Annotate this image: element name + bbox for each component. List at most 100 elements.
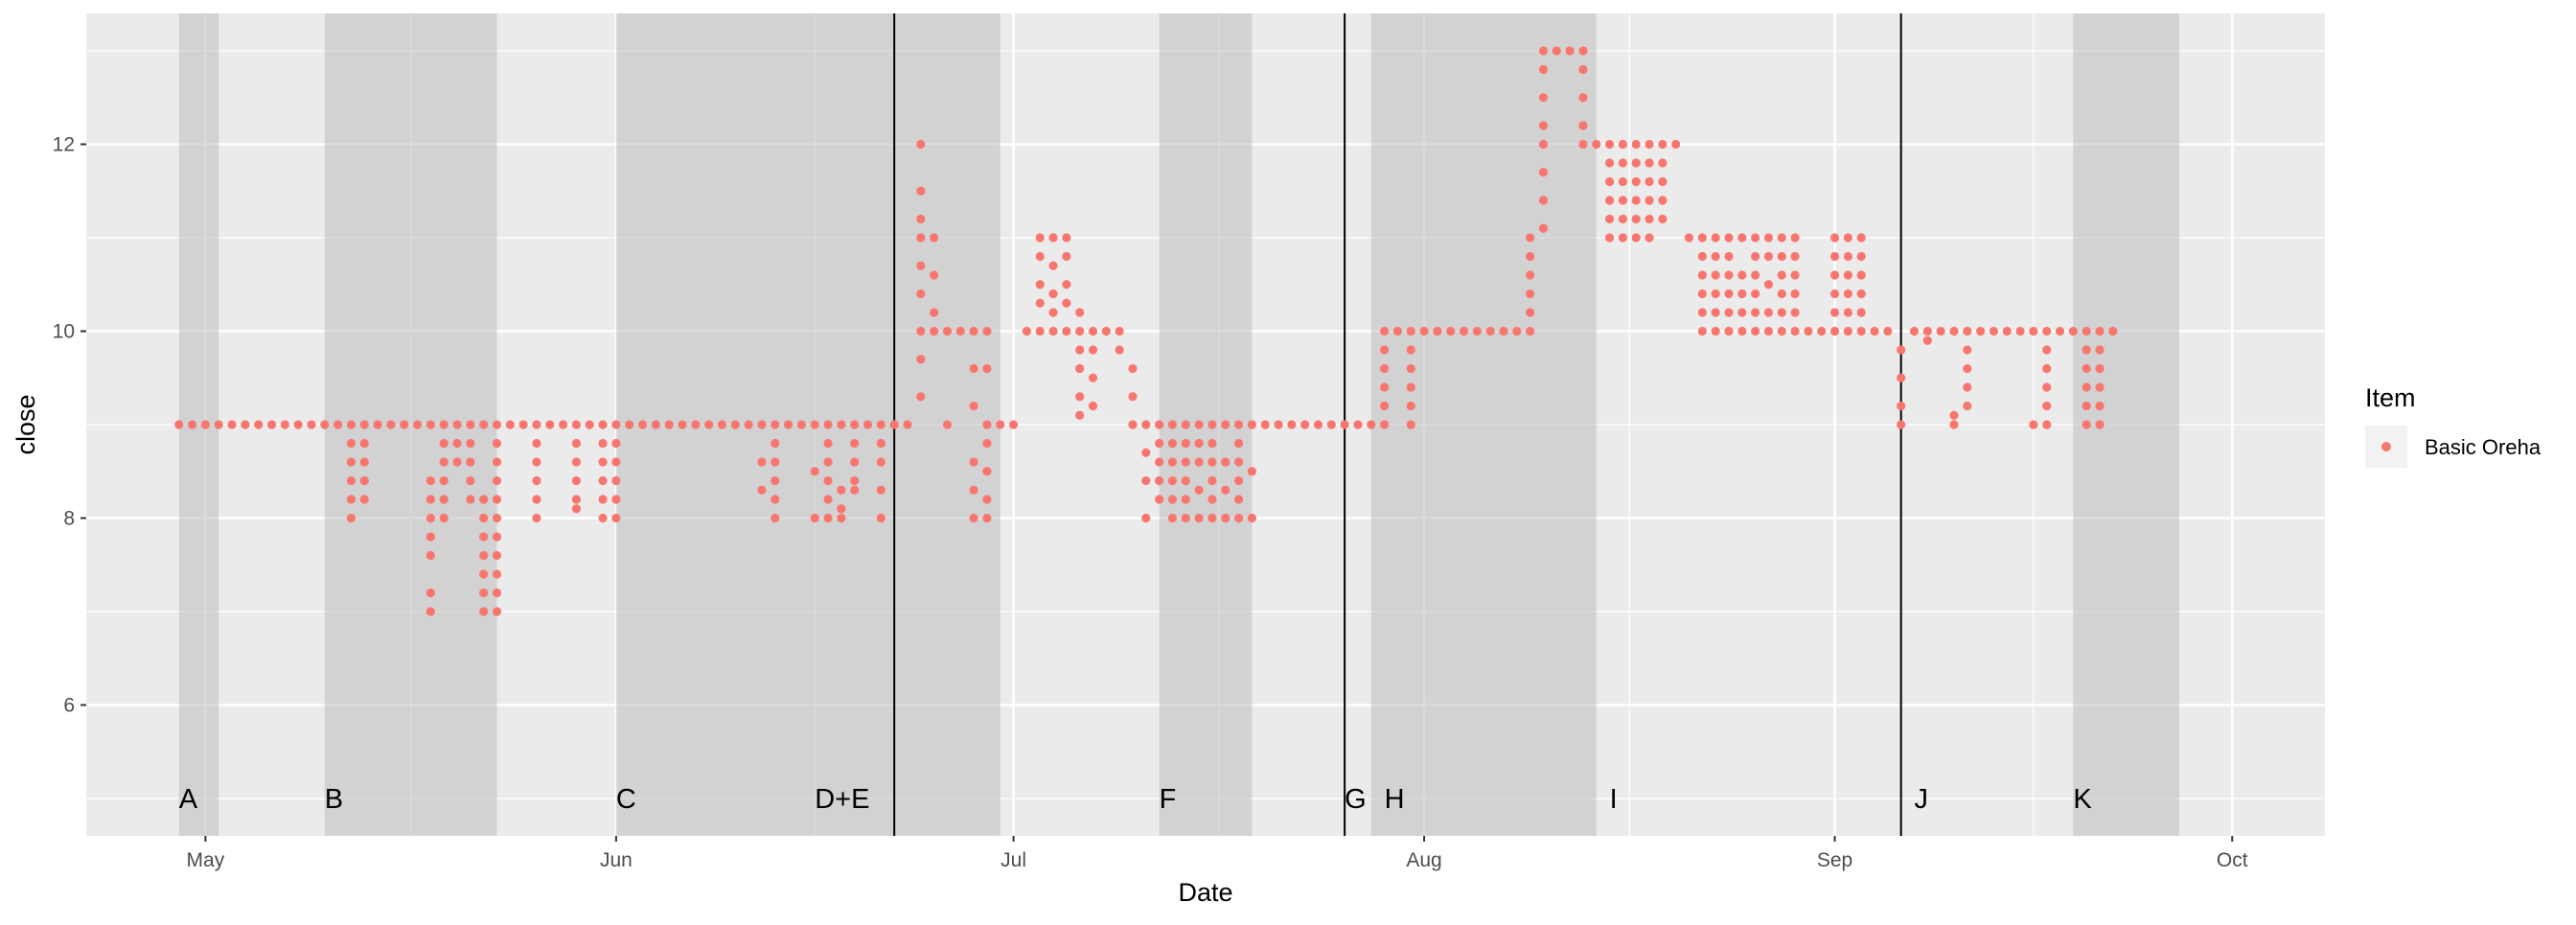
data-point — [571, 457, 582, 467]
data-point — [1526, 251, 1535, 262]
data-point — [1247, 513, 1256, 523]
data-point — [1526, 233, 1535, 243]
annotation-label: F — [1160, 784, 1177, 815]
data-point — [942, 420, 953, 429]
data-point — [1075, 345, 1085, 355]
data-point — [479, 532, 489, 542]
data-point — [1406, 363, 1415, 374]
data-point — [1949, 410, 1959, 420]
data-point — [770, 438, 780, 449]
data-point — [1208, 495, 1217, 504]
data-point — [1208, 438, 1217, 449]
data-point — [386, 420, 396, 429]
data-point — [1221, 457, 1230, 467]
data-point — [1115, 345, 1124, 355]
data-point — [1711, 251, 1720, 262]
annotation-label: A — [179, 784, 198, 815]
data-point — [2082, 326, 2091, 336]
data-point — [585, 420, 594, 429]
data-point — [452, 420, 462, 429]
shaded-period — [178, 13, 219, 836]
data-point — [1035, 233, 1045, 243]
data-point — [598, 420, 608, 429]
data-point — [916, 139, 926, 150]
data-point — [2108, 326, 2118, 336]
data-point — [1380, 363, 1390, 374]
data-point — [916, 261, 926, 270]
data-point — [1829, 270, 1840, 280]
data-point — [492, 457, 502, 467]
data-point — [969, 401, 978, 411]
data-point — [823, 513, 833, 523]
data-point — [1737, 289, 1747, 299]
data-point — [1644, 176, 1654, 187]
data-point — [955, 326, 965, 336]
data-point — [426, 513, 435, 523]
data-point — [1777, 326, 1786, 336]
data-point — [770, 513, 780, 523]
data-point — [1062, 233, 1071, 243]
data-point — [1340, 420, 1349, 429]
data-point — [2042, 345, 2052, 355]
data-point — [1538, 121, 1549, 130]
data-point — [982, 467, 992, 476]
data-point — [982, 326, 992, 336]
annotation-label: G — [1345, 784, 1367, 815]
data-point — [1208, 420, 1217, 429]
data-point — [823, 457, 833, 467]
data-point — [1565, 46, 1575, 56]
data-point — [1141, 513, 1151, 523]
data-point — [426, 495, 435, 504]
data-point — [1526, 308, 1535, 317]
data-point — [1141, 475, 1151, 486]
data-point — [2095, 326, 2104, 336]
data-point — [1963, 382, 1972, 392]
shaded-period — [1370, 13, 1597, 836]
data-point — [1763, 251, 1774, 262]
data-point — [1194, 457, 1204, 467]
data-point — [518, 420, 528, 429]
data-point — [1658, 139, 1668, 150]
data-point — [1751, 308, 1760, 317]
data-point — [2082, 345, 2091, 355]
data-point — [823, 495, 833, 504]
data-point — [505, 420, 515, 429]
data-point — [2042, 382, 2052, 392]
data-point — [982, 495, 992, 504]
data-point — [359, 438, 369, 449]
data-point — [359, 420, 369, 429]
data-point — [1751, 233, 1760, 243]
data-point — [1976, 326, 1986, 336]
data-point — [373, 420, 382, 429]
data-point — [2015, 326, 2025, 336]
data-point — [1088, 373, 1098, 382]
data-point — [1922, 326, 1932, 336]
data-point — [1499, 326, 1508, 336]
data-point — [1604, 214, 1615, 224]
data-point — [1141, 448, 1151, 457]
data-point — [2082, 363, 2091, 374]
data-point — [1048, 233, 1058, 243]
data-point — [837, 420, 846, 429]
data-point — [2095, 345, 2104, 355]
data-point — [850, 420, 860, 429]
data-point — [1247, 467, 1256, 476]
data-point — [1155, 457, 1164, 467]
data-point — [1604, 158, 1615, 168]
data-point — [969, 326, 978, 336]
data-point — [1075, 326, 1085, 336]
data-point — [545, 420, 555, 429]
data-point — [266, 420, 277, 429]
data-point — [757, 457, 767, 467]
data-point — [532, 513, 541, 523]
data-point — [1578, 64, 1588, 75]
annotation-label: H — [1385, 784, 1405, 815]
data-point — [770, 420, 780, 429]
data-point — [1538, 168, 1549, 177]
data-points-layer — [174, 46, 2118, 616]
shaded-bands-layer — [178, 13, 2179, 836]
data-point — [479, 588, 489, 598]
data-point — [1697, 233, 1707, 243]
data-point — [1592, 139, 1601, 150]
data-point — [1260, 420, 1270, 429]
